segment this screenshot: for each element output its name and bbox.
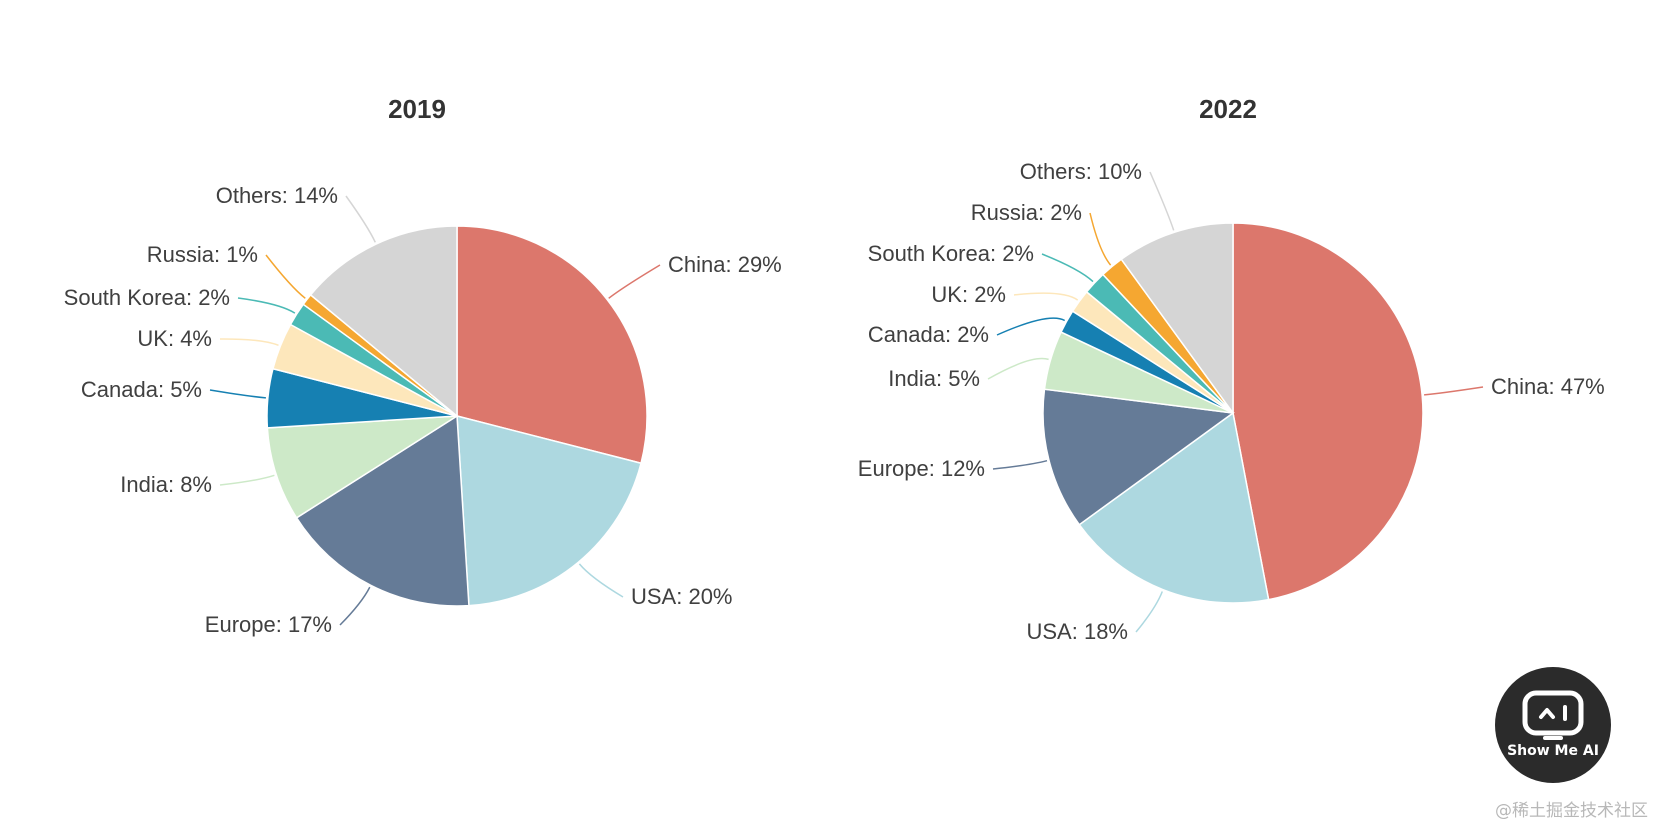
slice-label-2022-usa: USA: 18% xyxy=(1027,619,1129,644)
slice-label-2019-india: India: 8% xyxy=(120,472,212,497)
chart-title-2019: 2019 xyxy=(388,94,446,124)
leader-line-2022-china xyxy=(1424,386,1484,396)
slice-label-2019-uk: UK: 4% xyxy=(137,326,212,351)
pie-slice-2019-others[interactable] xyxy=(309,225,458,418)
pie-slice-2019-china[interactable] xyxy=(456,225,648,465)
leader-line-2019-china xyxy=(608,264,661,299)
slice-label-2022-south-korea: South Korea: 2% xyxy=(868,241,1034,266)
pie-slice-2022-europe[interactable] xyxy=(1042,388,1235,526)
pie-slice-2022-china[interactable] xyxy=(1232,222,1424,601)
slice-label-2022-china: China: 47% xyxy=(1491,374,1605,399)
slice-label-2022-uk: UK: 2% xyxy=(931,282,1006,307)
slice-labels-2022: China: 47% USA: 18% Europe: 12% India: 5% Ca… xyxy=(858,159,1605,644)
pie-chart-2022: 2022 China: 47% USA: 18% Europe: 12% India:… xyxy=(858,94,1605,644)
leader-line-2022-canada xyxy=(996,317,1066,336)
slice-label-2019-china: China: 29% xyxy=(668,252,782,277)
slice-label-2019-south-korea: South Korea: 2% xyxy=(64,285,230,310)
leader-line-2022-india xyxy=(987,357,1049,380)
leader-line-2022-usa xyxy=(1135,591,1163,633)
leader-lines-2019 xyxy=(209,195,661,626)
pie-chart-2019: 2019 China: 29% USA: 20% Europe: 17% India:… xyxy=(64,94,782,637)
leader-line-2022-russia xyxy=(1089,212,1112,266)
leader-line-2019-russia xyxy=(265,254,306,299)
pie-slice-2022-usa[interactable] xyxy=(1078,411,1270,604)
slice-label-2022-others: Others: 10% xyxy=(1020,159,1142,184)
watermark: @稀土掘金技术社区 xyxy=(1495,801,1648,821)
leader-line-2022-others xyxy=(1149,171,1175,231)
slice-label-2019-usa: USA: 20% xyxy=(631,584,733,609)
slice-label-2019-others: Others: 14% xyxy=(216,183,338,208)
slice-label-2022-canada: Canada: 2% xyxy=(868,322,989,347)
leader-line-2019-south-korea xyxy=(237,297,296,314)
slice-label-2022-india: India: 5% xyxy=(888,366,980,391)
pie-slices-2019 xyxy=(266,225,648,607)
leader-line-2019-usa xyxy=(578,563,624,598)
slice-labels-2019: China: 29% USA: 20% Europe: 17% India: 8% Ca… xyxy=(64,183,782,637)
slice-label-2019-canada: Canada: 5% xyxy=(81,377,202,402)
leader-line-2019-india xyxy=(219,474,275,486)
slice-label-2022-europe: Europe: 12% xyxy=(858,456,985,481)
leader-line-2019-uk xyxy=(219,338,279,346)
slice-label-2019-russia: Russia: 1% xyxy=(147,242,258,267)
leader-line-2019-others xyxy=(345,195,376,243)
pie-slice-2019-india[interactable] xyxy=(266,415,458,519)
slice-label-2019-europe: Europe: 17% xyxy=(205,612,332,637)
leader-line-2019-europe xyxy=(339,586,371,626)
chart-title-2022: 2022 xyxy=(1199,94,1257,124)
logo-text: Show Me AI xyxy=(1507,743,1599,759)
leader-line-2022-south-korea xyxy=(1041,253,1094,283)
pie-slice-2022-others[interactable] xyxy=(1120,222,1234,416)
leader-line-2019-canada xyxy=(209,389,266,399)
slice-label-2022-russia: Russia: 2% xyxy=(971,200,1082,225)
pie-slice-2019-europe[interactable] xyxy=(295,414,470,607)
leader-line-2022-europe xyxy=(992,459,1048,470)
show-me-ai-logo: Show Me AI xyxy=(1495,667,1611,783)
robot-face-icon xyxy=(1522,690,1584,740)
pie-slices-2022 xyxy=(1042,222,1424,604)
leader-line-2022-uk xyxy=(1013,292,1079,301)
pie-slice-2019-usa[interactable] xyxy=(456,415,642,607)
leader-lines-2022 xyxy=(987,171,1484,633)
